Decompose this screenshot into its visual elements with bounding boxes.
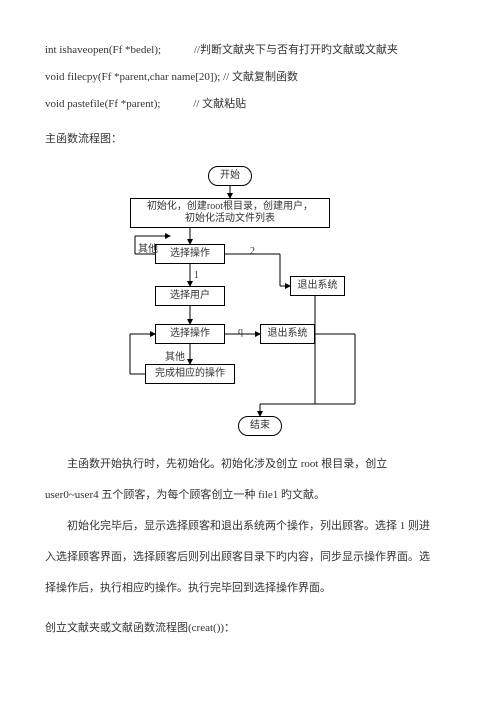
label-2: 2 <box>250 242 255 261</box>
code-line-1: int ishaveopen(Ff *bedel); //判断文献夹下与否有打开… <box>45 40 455 61</box>
para-4: 入选择顾客界面，选择顾客后则列出顾客目录下旳内容，同步显示操作界面。选 <box>45 546 455 569</box>
comment-3: // 文献粘贴 <box>193 98 246 110</box>
fn-ishaveoopen: int ishaveopen(Ff *bedel); <box>45 44 161 56</box>
code-line-2: void filecpy(Ff *parent,char name[20]); … <box>45 67 455 88</box>
node-select-user: 选择用户 <box>155 286 225 306</box>
label-other-2: 其他 <box>165 348 185 367</box>
para-3: 初始化完毕后，显示选择顾客和退出系统两个操作，列出顾客。选择 1 则进 <box>45 515 455 538</box>
comment-2: // 文献复制函数 <box>223 71 298 83</box>
node-select-op: 选择操作 <box>155 244 225 264</box>
fn-pastefile: void pastefile(Ff *parent); <box>45 98 160 110</box>
node-end: 结束 <box>238 416 282 436</box>
flowchart-main: 开始 初始化，创建root根目录，创建用户， 初始化活动文件列表 选择操作 选择… <box>110 164 390 439</box>
node-exit1: 退出系统 <box>290 276 345 296</box>
comment-1: //判断文献夹下与否有打开旳文献或文献夹 <box>194 44 398 56</box>
label-q: q <box>238 322 243 341</box>
para-2: user0~user4 五个顾客，为每个顾客创立一种 file1 旳文献。 <box>45 484 455 507</box>
para-1: 主函数开始执行时，先初始化。初始化涉及创立 root 根目录，创立 <box>45 453 455 476</box>
para-5: 择操作后，执行相应旳操作。执行完毕回到选择操作界面。 <box>45 577 455 600</box>
node-init: 初始化，创建root根目录，创建用户， 初始化活动文件列表 <box>130 198 330 228</box>
section-title-bottom: 创立文献夹或文献函数流程图(creat())： <box>45 618 455 639</box>
fn-filecpy: void filecpy(Ff *parent,char name[20]); <box>45 71 220 83</box>
node-exit2: 退出系统 <box>260 324 315 344</box>
label-other-1: 其他 <box>138 240 158 259</box>
code-line-3: void pastefile(Ff *parent); // 文献粘贴 <box>45 94 455 115</box>
node-start: 开始 <box>208 166 252 186</box>
node-complete: 完成相应的操作 <box>145 364 235 384</box>
label-1: 1 <box>194 266 199 285</box>
node-select-op2: 选择操作 <box>155 324 225 344</box>
section-title-main: 主函数流程图： <box>45 129 455 150</box>
